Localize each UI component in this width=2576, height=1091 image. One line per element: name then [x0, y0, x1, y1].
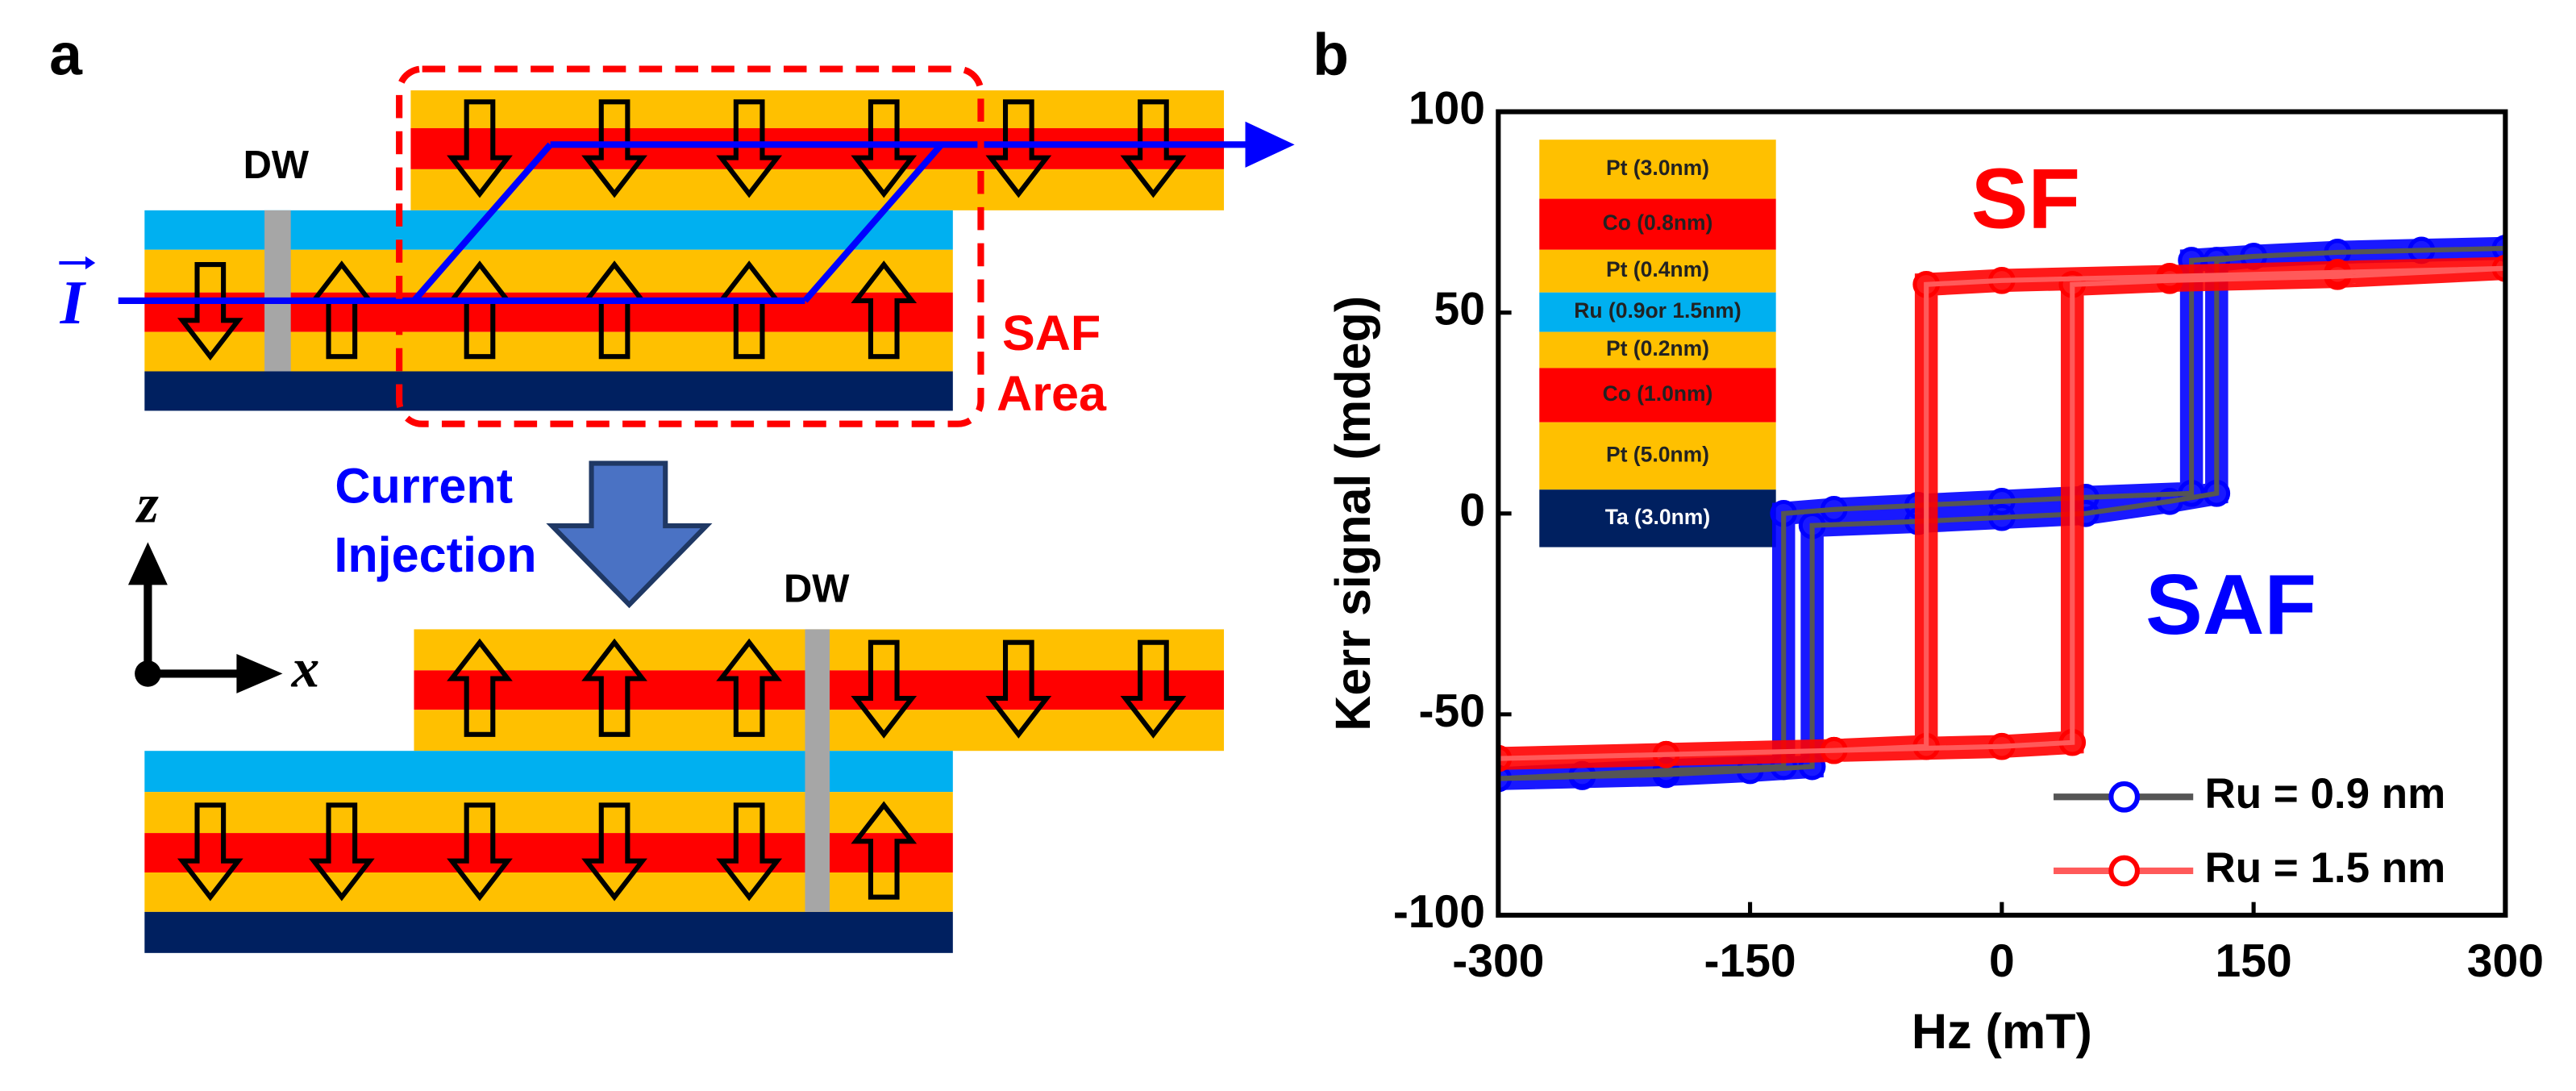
- panel-b: b -300 -150 0 150 300 -100 -50 0 50 100 Hz (mT) Kerr…: [1313, 22, 2544, 1059]
- inset-layer: [1539, 331, 1776, 369]
- x-tick-label: 150: [2216, 935, 2292, 987]
- inset-layer: [1539, 368, 1776, 423]
- x-arrowhead: [236, 653, 283, 693]
- injection-label: Injection: [334, 527, 536, 582]
- layer: [144, 833, 953, 872]
- current-path: [118, 141, 1252, 304]
- inset-label: Pt (5.0nm): [1606, 442, 1709, 466]
- saf-label: SAF: [1002, 306, 1101, 360]
- z-label: z: [135, 473, 159, 535]
- inset-layer: [1539, 249, 1776, 293]
- domain-wall: [805, 629, 830, 912]
- legend-label: Ru = 0.9 nm: [2204, 770, 2445, 818]
- series-line: [1498, 265, 2506, 761]
- plot-area: [1498, 235, 2506, 793]
- y-tick-label: -50: [1419, 685, 1485, 737]
- x-tick-label: 300: [2467, 935, 2544, 987]
- legend-label: Ru = 1.5 nm: [2204, 844, 2445, 892]
- inset-label: Pt (0.2nm): [1606, 336, 1709, 360]
- inset-layer: [1539, 292, 1776, 332]
- annotation: SAF: [2145, 557, 2316, 652]
- x-tick-label: 0: [1989, 935, 2015, 987]
- inset-label: Pt (3.0nm): [1606, 156, 1709, 180]
- layer: [410, 169, 1225, 210]
- panel-label: a: [49, 22, 83, 88]
- x-tick-label: -150: [1704, 935, 1796, 987]
- inset-layer: [1539, 422, 1776, 490]
- inset-layer: [1539, 489, 1776, 548]
- injection-arrow: [546, 460, 713, 609]
- y-tick-label: 50: [1434, 284, 1485, 335]
- inset-layer: [1539, 198, 1776, 250]
- x-axis-label: Hz (mT): [1912, 1004, 2092, 1059]
- x-label: x: [291, 636, 320, 698]
- series-line: [1498, 245, 2506, 781]
- layer: [410, 90, 1225, 128]
- x-tick-label: -300: [1452, 935, 1544, 987]
- y-axis-label: Kerr signal (mdeg): [1325, 296, 1380, 731]
- y-tick-label: 0: [1459, 485, 1485, 536]
- inset-label: Co (1.0nm): [1603, 381, 1713, 406]
- annotation: SF: [1971, 152, 2080, 247]
- layer: [144, 792, 953, 834]
- legend-marker: [2108, 781, 2141, 813]
- y-tick-label: 100: [1409, 83, 1485, 135]
- saf-area-box: [396, 65, 984, 427]
- current-arrowhead: [1245, 121, 1295, 168]
- inset-label: Co (0.8nm): [1603, 210, 1713, 235]
- layer: [144, 911, 953, 953]
- panel-label: b: [1313, 22, 1349, 88]
- dw-label: DW: [784, 567, 850, 610]
- domain-wall: [264, 210, 291, 372]
- dw-label: DW: [243, 144, 310, 187]
- area-label: Area: [997, 366, 1107, 421]
- injection-label: Current: [335, 458, 513, 513]
- current-symbol: I: [60, 268, 87, 337]
- layer: [144, 751, 953, 793]
- legend-marker: [2108, 855, 2141, 887]
- plot-frame: [1496, 109, 2508, 918]
- inset-label: Pt (0.4nm): [1606, 257, 1709, 281]
- origin: [135, 660, 161, 687]
- inset-label: Ta (3.0nm): [1605, 505, 1710, 529]
- layer: [144, 371, 953, 411]
- y-tick-label: -100: [1393, 886, 1485, 938]
- inset-label: Ru (0.9or 1.5nm): [1574, 298, 1741, 323]
- inset-layer: [1539, 139, 1776, 199]
- panel-a: a DW I SAF Area Current: [49, 22, 1295, 953]
- vector-arrow-head: [85, 256, 96, 270]
- layer: [144, 872, 953, 912]
- z-arrowhead: [127, 542, 168, 585]
